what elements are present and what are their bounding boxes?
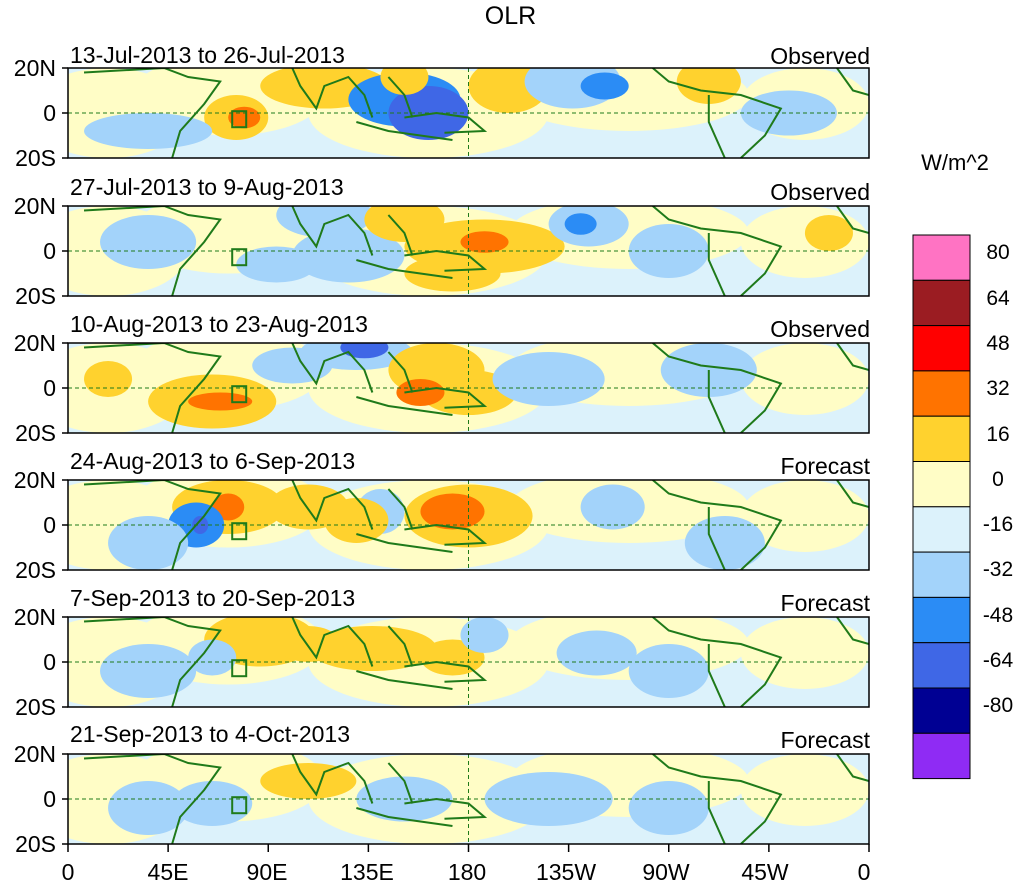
- colorbar-swatch: [912, 732, 971, 780]
- colorbar-level-label: -16: [982, 513, 1014, 537]
- colorbar-level-label: -80: [982, 694, 1014, 718]
- colorbar-level-label: 48: [986, 331, 1010, 355]
- colorbar-swatch: [912, 415, 971, 463]
- panel-1-date-range: 13-Jul-2013 to 26-Jul-2013: [70, 42, 345, 68]
- lat-tick-label: 0: [43, 786, 56, 812]
- olr-map-panel-5: [68, 617, 869, 707]
- panel-6-date-range: 21-Sep-2013 to 4-Oct-2013: [70, 721, 351, 747]
- colorbar-swatch: [912, 279, 971, 327]
- panel-5-kind: Forecast: [780, 590, 870, 616]
- region-box: [231, 522, 248, 541]
- region-box: [231, 796, 248, 815]
- lon-tick-label: 0: [61, 859, 75, 885]
- colorbar-swatch: [912, 461, 971, 508]
- colorbar-swatch: [912, 687, 971, 734]
- colorbar-swatch: [912, 642, 971, 689]
- region-box: [231, 248, 248, 267]
- panel-3-date-range: 10-Aug-2013 to 23-Aug-2013: [70, 311, 368, 337]
- colorbar-level-label: -48: [982, 603, 1014, 627]
- colorbar-swatch: [912, 325, 971, 372]
- colorbar-swatch: [912, 234, 971, 281]
- figure-title: OLR: [484, 2, 537, 30]
- lon-tick-label: 45W: [741, 859, 789, 885]
- lat-tick-label: 0: [43, 649, 56, 675]
- lat-tick-label: 20S: [15, 283, 56, 309]
- region-box: [231, 110, 248, 129]
- colorbar-level-label: -64: [982, 649, 1014, 672]
- lat-tick-label: 20N: [13, 467, 56, 493]
- region-box: [231, 385, 248, 404]
- colorbar-level-label: 64: [986, 286, 1010, 310]
- colorbar-level-label: 16: [986, 422, 1010, 446]
- lat-tick-label: 20S: [15, 831, 56, 857]
- lat-tick-label: 20N: [13, 330, 56, 356]
- colorbar-units: W/m^2: [921, 150, 989, 175]
- lon-tick-label: 180: [447, 859, 487, 885]
- panel-2-kind: Observed: [770, 179, 870, 205]
- colorbar-level-label: 32: [986, 377, 1010, 401]
- olr-map-panel-4: [68, 480, 869, 570]
- colorbar-level-label: 0: [992, 467, 1004, 491]
- coastline: [83, 617, 869, 707]
- lat-tick-label: 20S: [15, 145, 56, 171]
- panel-2-date-range: 27-Jul-2013 to 9-Aug-2013: [70, 174, 344, 200]
- colorbar-swatch: [912, 506, 971, 553]
- panel-5-date-range: 7-Sep-2013 to 20-Sep-2013: [70, 585, 356, 611]
- panel-1-kind: Observed: [770, 43, 870, 69]
- colorbar-swatch: [912, 370, 971, 417]
- colorbar-level-label: -32: [982, 558, 1014, 582]
- lon-tick-label: 90W: [642, 859, 690, 885]
- lat-tick-label: 20N: [13, 741, 56, 767]
- lon-tick-label: 45E: [147, 859, 189, 885]
- lat-tick-label: 20S: [15, 420, 56, 446]
- lon-tick-label: 0: [857, 859, 871, 885]
- panel-3-kind: Observed: [770, 316, 870, 342]
- panel-6-kind: Forecast: [780, 727, 870, 753]
- lat-tick-label: 20N: [13, 193, 56, 219]
- lat-tick-label: 0: [43, 238, 56, 264]
- lon-tick-label: 135W: [535, 859, 597, 885]
- lon-tick-label: 135E: [340, 859, 394, 885]
- panel-4-date-range: 24-Aug-2013 to 6-Sep-2013: [70, 448, 356, 474]
- lat-tick-label: 20S: [15, 694, 56, 720]
- lat-tick-label: 0: [43, 512, 56, 538]
- lat-tick-label: 20N: [13, 604, 56, 630]
- colorbar-swatch: [912, 596, 971, 644]
- colorbar-level-label: 80: [986, 241, 1010, 265]
- lat-tick-label: 0: [43, 100, 56, 126]
- lat-tick-label: 20N: [13, 55, 56, 81]
- olr-map-panel-1: [68, 68, 869, 158]
- region-box: [231, 659, 248, 678]
- panel-4-kind: Forecast: [780, 453, 870, 479]
- lat-tick-label: 20S: [15, 557, 56, 583]
- coastline: [83, 754, 869, 844]
- lat-tick-label: 0: [43, 375, 56, 401]
- colorbar-swatch: [912, 551, 971, 598]
- olr-map-panel-2: [68, 206, 869, 296]
- lon-tick-label: 90E: [246, 859, 288, 885]
- olr-map-panel-6: [68, 754, 869, 844]
- olr-map-panel-3: [68, 343, 869, 433]
